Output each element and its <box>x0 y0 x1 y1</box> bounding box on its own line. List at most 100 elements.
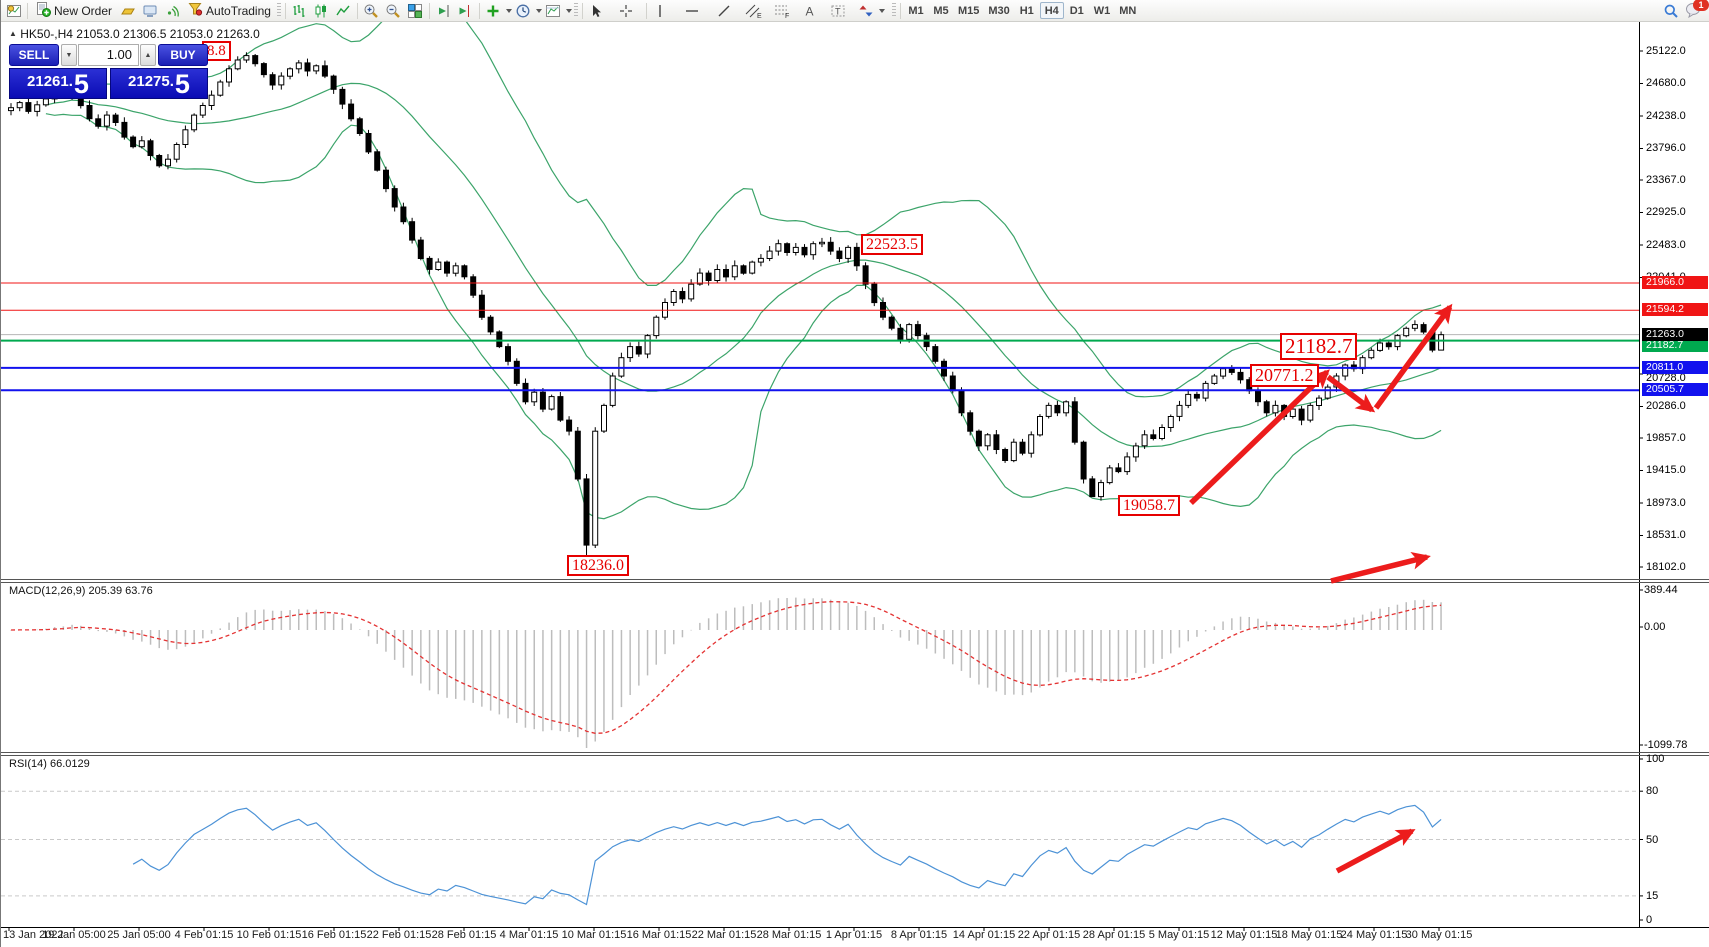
symbol-ohlc-header[interactable]: ▲ HK50-,H4 21053.0 21306.5 21053.0 21263… <box>9 27 260 41</box>
y-axis-tick: 23367.0 <box>1646 174 1686 186</box>
rsi-axis-label: 0 <box>1646 914 1653 926</box>
new-order-label: New Order <box>54 3 113 18</box>
periods-caret-icon[interactable] <box>535 8 542 13</box>
macd-signal-line[interactable] <box>10 601 1442 734</box>
separator <box>356 2 358 19</box>
candles-layer[interactable] <box>8 52 1445 558</box>
buy-button[interactable]: BUY <box>158 44 208 66</box>
candlestick-chart-icon[interactable] <box>311 1 332 20</box>
price-callout-label[interactable]: 20771.2 <box>1250 364 1319 388</box>
trendline-icon[interactable] <box>714 1 735 20</box>
y-axis-tick: 18531.0 <box>1646 529 1686 541</box>
volume-increase-button[interactable]: ▲ <box>140 44 156 66</box>
price-level-badge[interactable]: 20811.0 <box>1642 361 1708 374</box>
sell-price-main: 21261. <box>27 73 73 90</box>
macd-axis-label: -1099.78 <box>1644 739 1688 751</box>
current-price-badge: 21263.0 <box>1642 328 1708 341</box>
x-axis-date-label: 22 Mar 01:15 <box>691 929 757 941</box>
timeframe-h1[interactable]: H1 <box>1015 2 1039 19</box>
tile-windows-icon[interactable] <box>405 1 426 20</box>
y-axis-tick: 19857.0 <box>1646 432 1686 444</box>
timeframe-m30[interactable]: M30 <box>984 2 1013 19</box>
volume-decrease-button[interactable]: ▼ <box>61 44 77 66</box>
bar-chart-icon[interactable] <box>289 1 310 20</box>
price-callout-label[interactable]: 19058.7 <box>1118 495 1180 517</box>
cursor-icon[interactable] <box>586 1 607 20</box>
x-axis-date-label: 28 Apr 01:15 <box>1082 929 1146 941</box>
rsi-axis-label: 100 <box>1646 753 1665 765</box>
new-chart-icon[interactable] <box>3 1 24 20</box>
timeframe-m5[interactable]: M5 <box>929 2 953 19</box>
x-axis-date-label: 22 Feb 01:15 <box>366 929 432 941</box>
timeframe-mn[interactable]: MN <box>1115 2 1140 19</box>
sell-price[interactable]: 21261. 5 <box>9 68 107 99</box>
svg-text:A: A <box>806 4 814 18</box>
timeframe-h4[interactable]: H4 <box>1039 2 1064 19</box>
text-label-icon[interactable]: T <box>828 1 849 20</box>
trend-arrows[interactable] <box>1189 303 1453 874</box>
price-callout-label[interactable]: 21182.7 <box>1280 333 1358 360</box>
bb-middle-band <box>45 82 1442 448</box>
gold-bar-icon[interactable] <box>117 1 138 20</box>
add-indicator-icon[interactable] <box>483 1 504 20</box>
add-indicator-caret-icon[interactable] <box>505 8 512 13</box>
sell-price-pip: 5 <box>73 69 89 99</box>
periods-clock-icon[interactable] <box>513 1 534 20</box>
timeframe-m15[interactable]: M15 <box>954 2 983 19</box>
price-callout-label[interactable]: 18236.0 <box>567 555 629 577</box>
macd-histogram[interactable] <box>10 597 1442 748</box>
level-lines[interactable] <box>1 282 1639 392</box>
price-level-badge[interactable]: 21966.0 <box>1642 276 1708 289</box>
x-axis-date-label: 25 Jan 05:00 <box>107 929 171 941</box>
timeframe-d1[interactable]: D1 <box>1065 2 1089 19</box>
fibonacci-icon[interactable]: F <box>772 1 793 20</box>
signal-icon[interactable] <box>161 1 182 20</box>
equidistant-channel-icon[interactable]: E <box>744 1 765 20</box>
text-icon[interactable]: A <box>800 1 821 20</box>
terminal-icon[interactable] <box>139 1 160 20</box>
autotrading-button[interactable]: AutoTrading <box>183 1 275 20</box>
templates-caret-icon[interactable] <box>565 8 572 13</box>
y-axis-tick: 24680.0 <box>1646 77 1686 89</box>
x-axis-date-label: 5 May 01:15 <box>1148 929 1210 941</box>
toolbar-grip <box>891 3 896 18</box>
timeframe-w1[interactable]: W1 <box>1090 2 1115 19</box>
macd-axis-label: 0.00 <box>1644 621 1666 633</box>
autotrading-label: AutoTrading <box>206 3 271 18</box>
price-level-badge[interactable]: 21594.2 <box>1642 303 1708 316</box>
separator <box>645 2 647 19</box>
zoom-out-icon[interactable] <box>383 1 404 20</box>
zoom-in-icon[interactable] <box>361 1 382 20</box>
arrows-caret-icon[interactable] <box>878 8 885 13</box>
chart-shift-icon[interactable] <box>455 1 476 20</box>
price-callout-label[interactable]: 22523.5 <box>861 234 923 256</box>
arrows-shapes-icon[interactable] <box>856 1 877 20</box>
collapse-panel-icon[interactable]: ▲ <box>9 29 17 38</box>
x-axis-date-label: 19 Jan 05:00 <box>42 929 106 941</box>
auto-scroll-icon[interactable] <box>433 1 454 20</box>
price-level-badge[interactable]: 20505.7 <box>1642 383 1708 396</box>
search-icon[interactable] <box>1660 1 1681 20</box>
horizontal-line-icon[interactable] <box>682 1 703 20</box>
x-axis-date-label: 10 Mar 01:15 <box>561 929 627 941</box>
rsi-line[interactable] <box>132 804 1442 906</box>
line-chart-icon[interactable] <box>333 1 354 20</box>
timeframe-m1[interactable]: M1 <box>904 2 928 19</box>
vertical-line-icon[interactable] <box>650 1 671 20</box>
price-level-badge[interactable]: 21182.7 <box>1642 339 1708 352</box>
bollinger-bands[interactable] <box>45 0 1442 520</box>
buy-price[interactable]: 21275. 5 <box>110 68 208 99</box>
sell-button[interactable]: SELL <box>9 44 59 66</box>
rsi-axis-label: 80 <box>1646 785 1659 797</box>
chat-icon[interactable]: 1 <box>1685 0 1709 20</box>
symbol-label: HK50-,H4 <box>20 27 73 41</box>
svg-text:E: E <box>757 13 762 19</box>
crosshair-icon[interactable] <box>616 1 637 20</box>
y-axis-tick: 18973.0 <box>1646 497 1686 509</box>
new-order-button[interactable]: New Order <box>31 1 116 20</box>
volume-input[interactable]: 1.00 <box>78 44 139 66</box>
templates-icon[interactable] <box>543 1 564 20</box>
